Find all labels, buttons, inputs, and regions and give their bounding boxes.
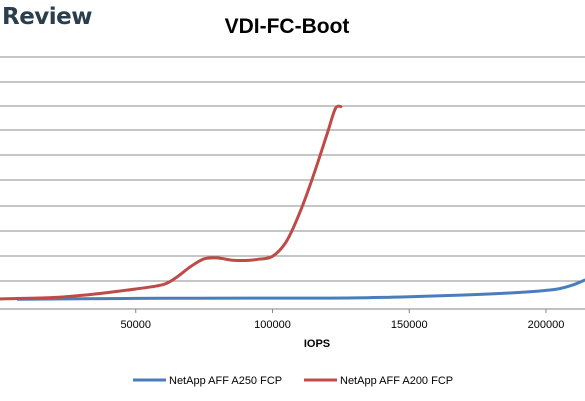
series-group <box>0 104 585 301</box>
legend: NetApp AFF A250 FCP NetApp AFF A200 FCP <box>133 375 453 387</box>
series-line-a200 <box>0 104 343 301</box>
x-tick-label: 200000 <box>528 319 565 331</box>
x-tick-label: 50000 <box>120 319 151 331</box>
series-line-a250 <box>16 278 585 301</box>
brand-logo-text: Review <box>2 4 93 30</box>
x-tick-label: 100000 <box>254 319 291 331</box>
chart-title: VDI-FC-Boot <box>225 15 350 38</box>
x-tick-label: 150000 <box>391 319 428 331</box>
gridlines <box>0 56 585 310</box>
x-axis-title: IOPS <box>304 338 330 350</box>
legend-label-a250: NetApp AFF A250 FCP <box>169 375 282 387</box>
x-axis-ticks: 50000 100000 150000 200000 <box>120 309 564 331</box>
legend-label-a200: NetApp AFF A200 FCP <box>340 375 453 387</box>
